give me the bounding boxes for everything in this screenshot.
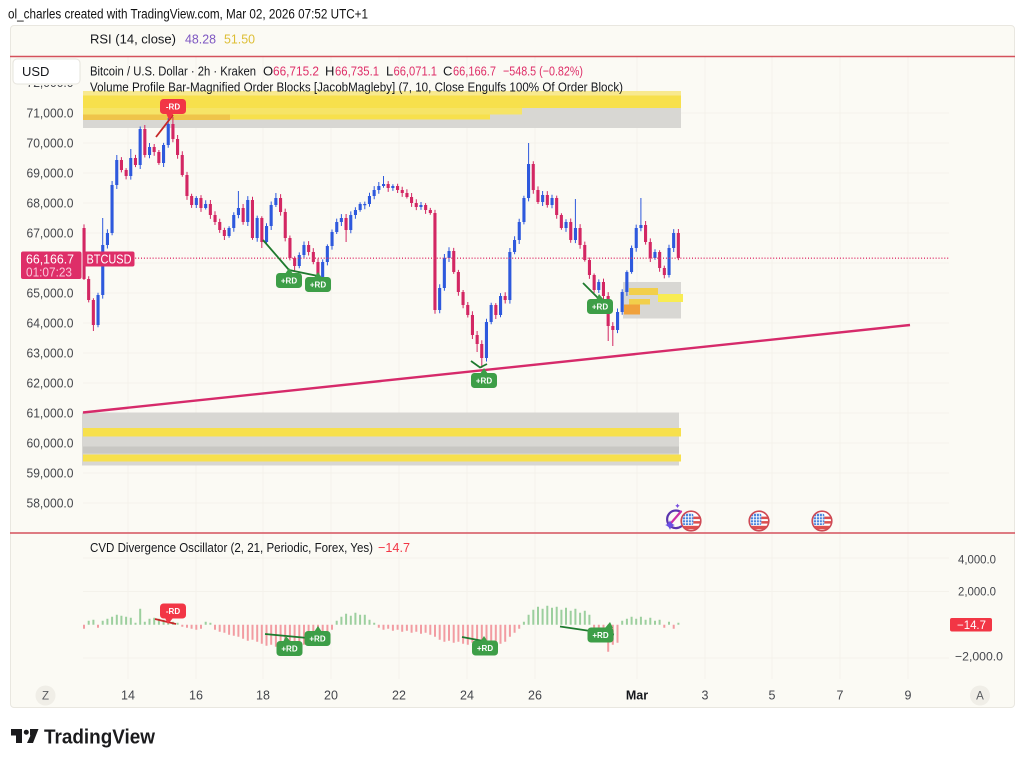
svg-text:−548.5 (−0.82%): −548.5 (−0.82%) [503, 64, 583, 79]
svg-text:RSI (14, close): RSI (14, close) [90, 32, 176, 47]
svg-text:62,000.0: 62,000.0 [27, 377, 74, 391]
svg-text:68,000.0: 68,000.0 [27, 197, 74, 211]
svg-text:67,000.0: 67,000.0 [27, 227, 74, 241]
svg-text:+RD: +RD [310, 280, 326, 289]
svg-text:66,166.7: 66,166.7 [453, 64, 496, 79]
svg-text:24: 24 [460, 689, 474, 703]
svg-text:4,000.0: 4,000.0 [958, 553, 996, 567]
svg-text:22: 22 [392, 689, 406, 703]
svg-text:−14.7: −14.7 [957, 618, 986, 632]
svg-text:Bitcoin / U.S. Dollar · 2h · K: Bitcoin / U.S. Dollar · 2h · Kraken [90, 64, 256, 79]
svg-text:+RD: +RD [281, 276, 297, 285]
svg-text:-RD: -RD [166, 102, 180, 111]
svg-text:−14.7: −14.7 [378, 540, 410, 555]
svg-text:+RD: +RD [476, 376, 492, 385]
svg-text:66,715.2: 66,715.2 [273, 64, 319, 79]
svg-text:72,000.0: 72,000.0 [27, 76, 74, 90]
svg-text:TradingView: TradingView [44, 727, 155, 749]
svg-text:O: O [263, 64, 273, 79]
svg-text:C: C [443, 64, 452, 79]
svg-text:−2,000.0: −2,000.0 [955, 650, 1003, 664]
svg-text:ol_charles created with Tradin: ol_charles created with TradingView.com,… [8, 7, 368, 22]
svg-text:59,000.0: 59,000.0 [27, 467, 74, 481]
svg-text:48.28: 48.28 [185, 32, 216, 47]
svg-text:+RD: +RD [309, 634, 325, 643]
svg-text:5: 5 [769, 689, 776, 703]
svg-text:Volume Profile Bar-Magnified O: Volume Profile Bar-Magnified Order Block… [90, 80, 623, 95]
svg-text:+RD: +RD [281, 644, 297, 653]
svg-text:20: 20 [324, 689, 338, 703]
svg-text:+RD: +RD [592, 302, 608, 311]
svg-text:Mar: Mar [626, 689, 648, 703]
svg-text:7: 7 [837, 689, 844, 703]
svg-text:60,000.0: 60,000.0 [27, 437, 74, 451]
svg-text:63,000.0: 63,000.0 [27, 347, 74, 361]
svg-text:9: 9 [905, 689, 912, 703]
svg-text:CVD Divergence Oscillator (2,: CVD Divergence Oscillator (2, 21, Period… [90, 540, 373, 555]
svg-text:-RD: -RD [166, 607, 180, 616]
svg-text:66,071.1: 66,071.1 [394, 64, 438, 79]
svg-text:+RD: +RD [592, 631, 608, 640]
svg-text:16: 16 [189, 689, 203, 703]
svg-text:58,000.0: 58,000.0 [27, 497, 74, 511]
svg-text:66,166.7: 66,166.7 [26, 251, 74, 266]
svg-text:L: L [386, 64, 393, 79]
svg-text:BTCUSD: BTCUSD [87, 252, 132, 266]
svg-text:3: 3 [702, 689, 709, 703]
svg-text:USD: USD [22, 64, 49, 79]
svg-text:14: 14 [121, 689, 135, 703]
svg-text:A: A [976, 691, 984, 703]
svg-text:65,000.0: 65,000.0 [27, 287, 74, 301]
svg-text:69,000.0: 69,000.0 [27, 167, 74, 181]
svg-text:51.50: 51.50 [224, 32, 255, 47]
svg-text:18: 18 [256, 689, 270, 703]
svg-text:71,000.0: 71,000.0 [27, 107, 74, 121]
svg-text:61,000.0: 61,000.0 [27, 407, 74, 421]
svg-text:+RD: +RD [477, 644, 493, 653]
svg-text:H: H [325, 64, 334, 79]
svg-text:70,000.0: 70,000.0 [27, 137, 74, 151]
svg-text:64,000.0: 64,000.0 [27, 317, 74, 331]
svg-text:2,000.0: 2,000.0 [958, 585, 996, 599]
svg-text:Z: Z [42, 691, 49, 703]
svg-text:26: 26 [528, 689, 542, 703]
svg-text:01:07:23: 01:07:23 [26, 265, 72, 280]
svg-text:66,735.1: 66,735.1 [335, 64, 379, 79]
